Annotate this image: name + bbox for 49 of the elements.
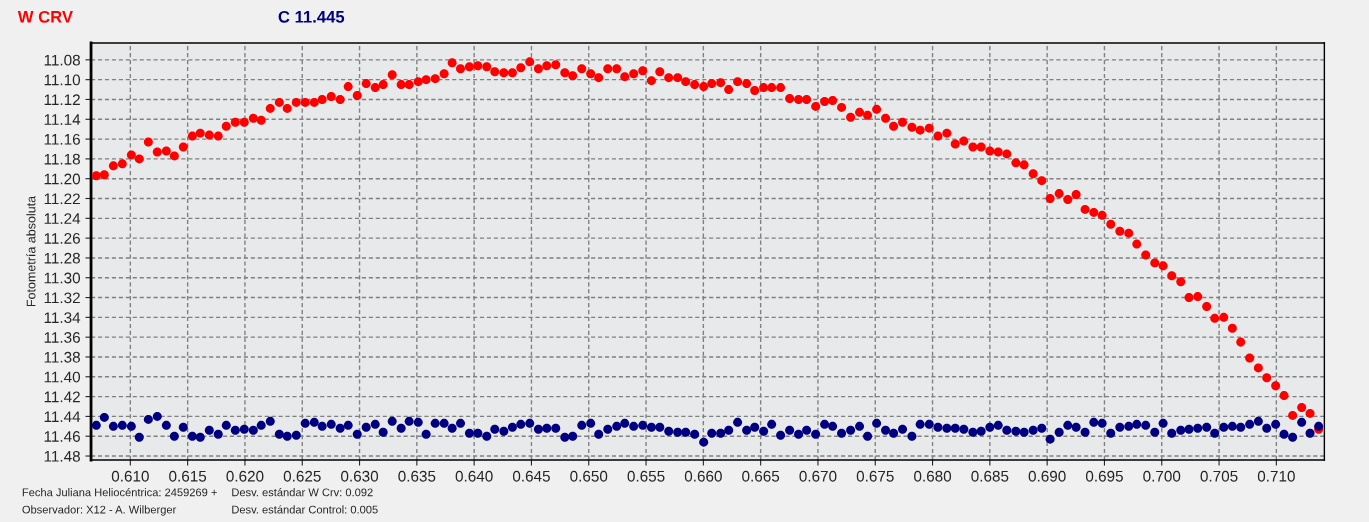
y-tick-label: 11.10: [44, 74, 81, 86]
y-tick-label: 11.30: [44, 272, 81, 284]
x-tick-label: 0.630: [341, 470, 379, 482]
y-tick-label: 11.32: [44, 292, 80, 304]
x-tick-label: 0.675: [856, 470, 894, 482]
text: Desv. estándar W Crv: 0.092: [232, 487, 373, 497]
y-tick-label: 11.40: [44, 371, 81, 383]
x-tick-label: 0.670: [799, 470, 837, 482]
y-tick-label: 11.44: [44, 411, 81, 422]
x-tick-label: 0.620: [226, 470, 264, 482]
y-tick-label: 11.36: [44, 332, 80, 343]
y-tick-label: 11.12: [44, 94, 80, 105]
x-tick-label: 0.610: [111, 470, 149, 482]
y-tick-label: 11.22: [44, 193, 80, 205]
x-tick-label: 0.710: [1257, 470, 1295, 482]
y-tick-label: 11.42: [44, 391, 80, 403]
x-tick-label: 0.645: [512, 470, 550, 482]
y-tick-label: 11.14: [44, 114, 81, 125]
y-tick-label: 11.24: [44, 213, 81, 224]
text: C 11.445: [278, 10, 345, 23]
y-tick-label: 11.48: [44, 450, 80, 462]
text: Desv. estándar Control: 0.005: [232, 505, 378, 514]
y-tick-label: 11.28: [44, 252, 80, 264]
x-tick-label: 0.635: [398, 470, 436, 482]
y-tick-label: 11.08: [44, 54, 80, 66]
x-tick-label: 0.665: [742, 470, 780, 482]
y-tick-label: 11.16: [44, 133, 80, 145]
x-tick-label: 0.690: [1028, 470, 1066, 482]
x-tick-label: 0.615: [169, 470, 207, 482]
x-tick-label: 0.640: [455, 470, 493, 482]
x-tick-label: 0.660: [684, 470, 722, 482]
x-tick-label: 0.705: [1200, 470, 1238, 482]
x-tick-label: 0.680: [914, 470, 952, 482]
x-tick-label: 0.625: [283, 470, 321, 482]
y-tick-label: 11.18: [44, 153, 80, 165]
y-tick-label: 11.20: [44, 173, 81, 185]
y-axis-title: Fotometría absoluta: [26, 195, 36, 307]
y-tick-label: 11.38: [44, 351, 80, 363]
y-tick-label: 11.46: [44, 431, 80, 442]
x-tick-label: 0.650: [570, 470, 608, 482]
text: Fecha Juliana Heliocéntrica: 2459269 +: [22, 487, 217, 497]
x-tick-label: 0.685: [971, 470, 1009, 482]
x-tick-label: 0.655: [627, 470, 665, 482]
y-tick-label: 11.34: [44, 312, 81, 324]
x-tick-label: 0.695: [1085, 470, 1123, 482]
text: Observador: X12 - A. Wilberger: [22, 505, 177, 516]
text: W CRV: [17, 10, 73, 23]
y-tick-label: 11.26: [44, 233, 80, 244]
x-tick-label: 0.700: [1143, 470, 1181, 482]
